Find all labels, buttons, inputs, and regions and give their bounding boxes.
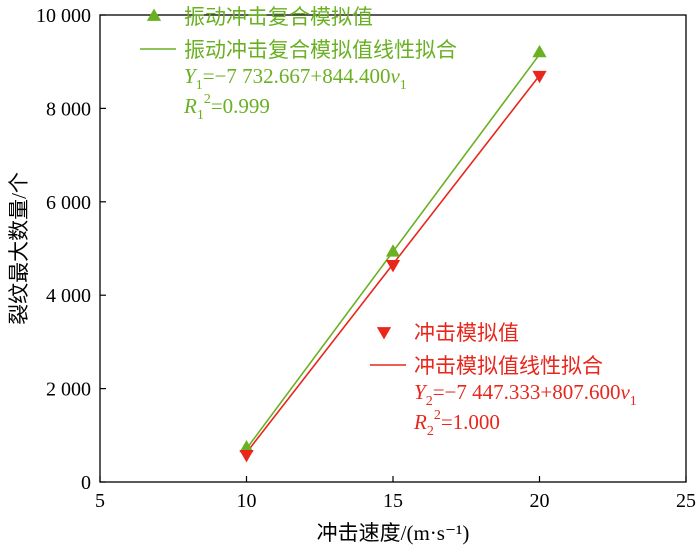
legend-series-label: 冲击模拟值: [414, 321, 519, 345]
data-points: [239, 44, 547, 463]
series-1-point: [239, 439, 254, 453]
fit-equation: Y2=−7 447.333+807.600v1: [414, 380, 637, 409]
legend-fit-label: 冲击模拟值线性拟合: [414, 354, 603, 378]
y-tick-label: 6 000: [46, 192, 91, 214]
legend-marker-triangle-up: [146, 8, 162, 21]
series-2-point: [532, 70, 547, 84]
x-axis-label: 冲击速度/(m·s⁻¹): [317, 521, 470, 545]
fit-equation: Y1=−7 732.667+844.400v1: [184, 64, 407, 93]
y-tick-label: 8 000: [46, 98, 91, 120]
legend-series-label: 振动冲击复合模拟值: [184, 5, 373, 29]
y-axis-label: 裂纹最大数量/个: [7, 172, 31, 325]
fit-r-squared: R22=1.000: [413, 408, 500, 439]
series-2-point: [385, 259, 401, 273]
legend-marker-triangle-down: [376, 327, 392, 340]
series-1-point: [532, 44, 547, 58]
legend-fit-label: 振动冲击复合模拟值线性拟合: [184, 38, 457, 62]
y-tick-label: 4 000: [46, 285, 91, 307]
series-2-point: [239, 450, 254, 463]
y-tick-label: 0: [81, 472, 91, 494]
x-tick-label: 15: [383, 490, 403, 512]
x-tick-label: 10: [237, 490, 257, 512]
axes: 5 10 15 20 25 0 2 000 4 000 6 000 8 000 10 000 冲击速度…: [7, 5, 696, 545]
x-tick-label: 5: [95, 490, 105, 512]
y-tick-label: 10 000: [36, 5, 91, 27]
x-tick-label: 25: [676, 490, 696, 512]
fit-r-squared: R12=0.999: [183, 92, 270, 123]
y-tick-label: 2 000: [46, 379, 91, 401]
series-1-point: [385, 244, 401, 257]
x-tick-label: 20: [530, 490, 550, 512]
